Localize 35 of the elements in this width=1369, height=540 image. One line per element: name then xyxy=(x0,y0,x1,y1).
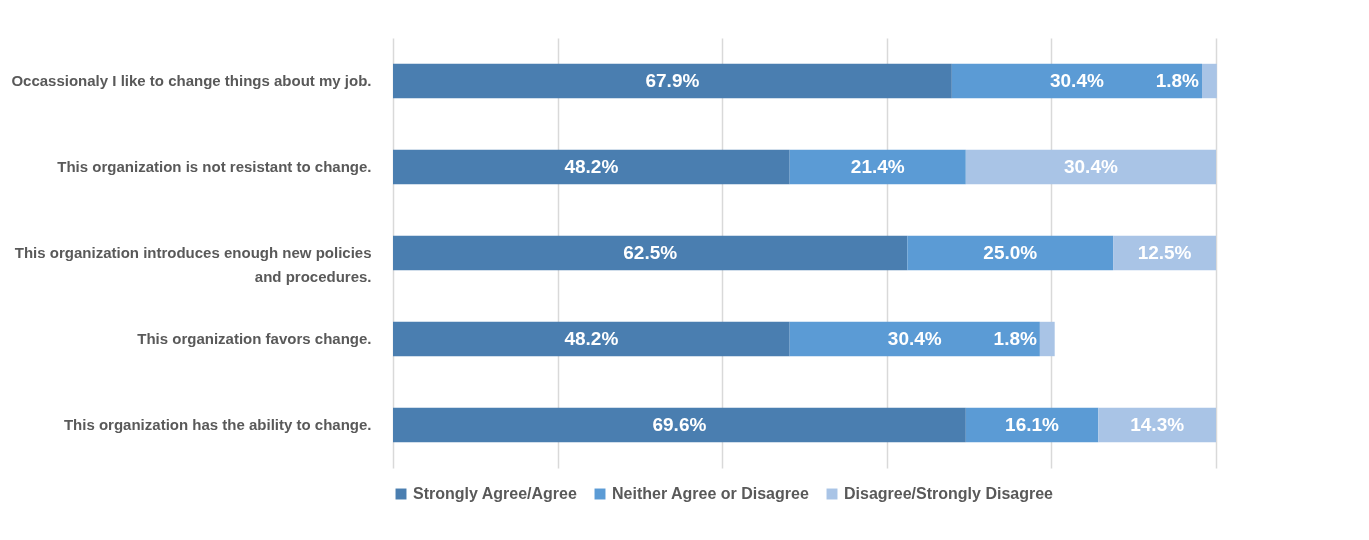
data-label: 67.9% xyxy=(645,70,700,91)
legend-label: Disagree/Strongly Disagree xyxy=(844,485,1054,502)
data-label: 48.2% xyxy=(564,328,619,349)
bar xyxy=(907,235,1114,271)
bar xyxy=(393,235,908,271)
data-label: 30.4% xyxy=(1063,156,1118,177)
bar xyxy=(393,63,952,99)
data-label: 62.5% xyxy=(623,242,678,263)
bar xyxy=(951,63,1203,99)
data-label: 30.4% xyxy=(887,328,942,349)
bar xyxy=(393,407,966,443)
data-label: 12.5% xyxy=(1137,242,1192,263)
y-tick-label: Occassionaly I like to change things about my job. xyxy=(11,72,372,89)
y-tick-label: This organization favors change. xyxy=(137,330,372,347)
data-label: 30.4% xyxy=(1049,70,1104,91)
data-label: 1.8% xyxy=(1155,70,1200,91)
data-label: 48.2% xyxy=(564,156,619,177)
y-tick-label: This organization is not resistant to change. xyxy=(57,158,372,175)
bar xyxy=(393,149,790,185)
bar xyxy=(393,321,790,357)
legend-label: Neither Agree or Disagree xyxy=(612,485,809,502)
y-tick-label: This organization introduces enough new policies and procedures. xyxy=(14,244,372,285)
legend-label: Strongly Agree/Agree xyxy=(413,485,577,502)
data-label: 14.3% xyxy=(1130,414,1185,435)
bar xyxy=(789,321,1040,357)
data-label: 25.0% xyxy=(983,242,1038,263)
bar xyxy=(965,149,1216,185)
data-label: 21.4% xyxy=(850,156,905,177)
bar xyxy=(789,149,966,185)
data-label: 16.1% xyxy=(1005,414,1060,435)
bar xyxy=(1039,321,1055,357)
bar xyxy=(1202,63,1217,99)
y-tick-label: This organization has the ability to change. xyxy=(63,416,372,433)
data-label: 1.8% xyxy=(993,328,1037,349)
data-label: 69.6% xyxy=(652,414,707,435)
